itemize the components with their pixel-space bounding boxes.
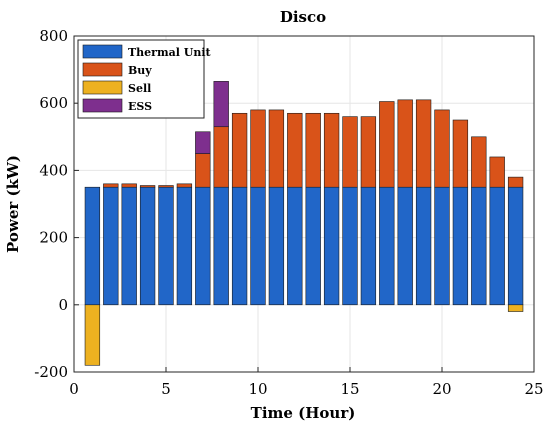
bar-segment-buy <box>415 99 432 188</box>
x-tick-label: 20 <box>432 380 451 398</box>
bar-segment-thermal-unit <box>231 186 248 306</box>
y-tick-label: 400 <box>39 161 68 179</box>
y-tick-label: 200 <box>39 229 68 247</box>
bar-segment-ess <box>213 81 229 128</box>
legend-label: Thermal Unit <box>128 46 212 59</box>
bar-segment-buy <box>139 185 156 188</box>
legend-swatch <box>82 98 123 113</box>
bar-segment-thermal-unit <box>213 186 229 306</box>
bar-segment-thermal-unit <box>415 186 432 306</box>
bar-segment-buy <box>342 116 358 188</box>
plot-frame <box>73 35 535 373</box>
bar-segment-thermal-unit <box>305 186 321 306</box>
bar-segment-sell <box>507 304 524 312</box>
bar-segment-thermal-unit <box>195 186 211 306</box>
legend: Thermal Unit Buy Sell ESS <box>77 39 212 119</box>
bar-segment-buy <box>103 183 119 188</box>
x-axis-title: Time (Hour) <box>251 404 356 422</box>
y-tick-label: 600 <box>39 94 68 112</box>
bar-segment-thermal-unit <box>176 186 193 306</box>
bar-segment-ess <box>195 131 211 154</box>
bar-segment-thermal-unit <box>471 186 487 306</box>
bars <box>84 81 524 366</box>
legend-swatch <box>82 44 123 59</box>
x-tick-label: 0 <box>69 380 79 398</box>
bar-segment-buy <box>323 112 340 188</box>
bar-segment-thermal-unit <box>139 186 156 306</box>
bar-segment-thermal-unit <box>323 186 340 306</box>
bar-segment-buy <box>195 153 211 188</box>
bar-segment-thermal-unit <box>121 186 137 306</box>
bar-segment-buy <box>121 183 137 188</box>
y-tick-label: 0 <box>58 296 68 314</box>
bar-segment-thermal-unit <box>489 186 505 306</box>
bar-segment-thermal-unit <box>287 186 303 306</box>
bar-segment-thermal-unit <box>158 186 174 306</box>
bar-segment-thermal-unit <box>84 186 101 306</box>
bar-segment-thermal-unit <box>268 186 285 306</box>
bar-segment-buy <box>452 119 469 188</box>
bar-segment-thermal-unit <box>507 186 524 306</box>
bar-segment-buy <box>434 109 450 188</box>
bar-segment-buy <box>158 185 174 188</box>
bar-segment-buy <box>176 183 193 188</box>
legend-label: ESS <box>128 100 152 113</box>
bar-segment-buy <box>360 116 377 188</box>
bar-segment-thermal-unit <box>250 186 266 306</box>
legend-label: Sell <box>128 82 151 95</box>
bar-segment-buy <box>507 176 524 188</box>
legend-label: Buy <box>128 64 152 77</box>
bar-segment-buy <box>471 136 487 188</box>
bar-segment-sell <box>84 304 101 366</box>
y-tick-label: 800 <box>39 27 68 45</box>
x-tick-label: 25 <box>524 380 543 398</box>
x-tick-label: 15 <box>340 380 359 398</box>
x-tick-label: 5 <box>161 380 171 398</box>
chart-title: Disco <box>280 8 326 26</box>
y-tick-label: -200 <box>34 363 68 381</box>
bar-segment-thermal-unit <box>103 186 119 306</box>
bar-segment-buy <box>287 112 303 188</box>
bar-segment-buy <box>489 156 505 188</box>
legend-swatch <box>82 80 123 95</box>
bar-segment-buy <box>379 101 395 188</box>
bar-segment-thermal-unit <box>434 186 450 306</box>
bar-segment-thermal-unit <box>342 186 358 306</box>
bar-segment-buy <box>397 99 413 188</box>
bar-segment-buy <box>305 112 321 188</box>
y-axis-title: Power (kW) <box>4 155 22 253</box>
bar-segment-thermal-unit <box>452 186 469 306</box>
bar-segment-buy <box>250 109 266 188</box>
bar-segment-buy <box>213 126 229 188</box>
bar-segment-thermal-unit <box>397 186 413 306</box>
x-tick-label: 10 <box>248 380 267 398</box>
bar-segment-thermal-unit <box>379 186 395 306</box>
bar-segment-buy <box>231 112 248 188</box>
legend-swatch <box>82 62 123 77</box>
bar-segment-buy <box>268 109 285 188</box>
bar-segment-thermal-unit <box>360 186 377 306</box>
